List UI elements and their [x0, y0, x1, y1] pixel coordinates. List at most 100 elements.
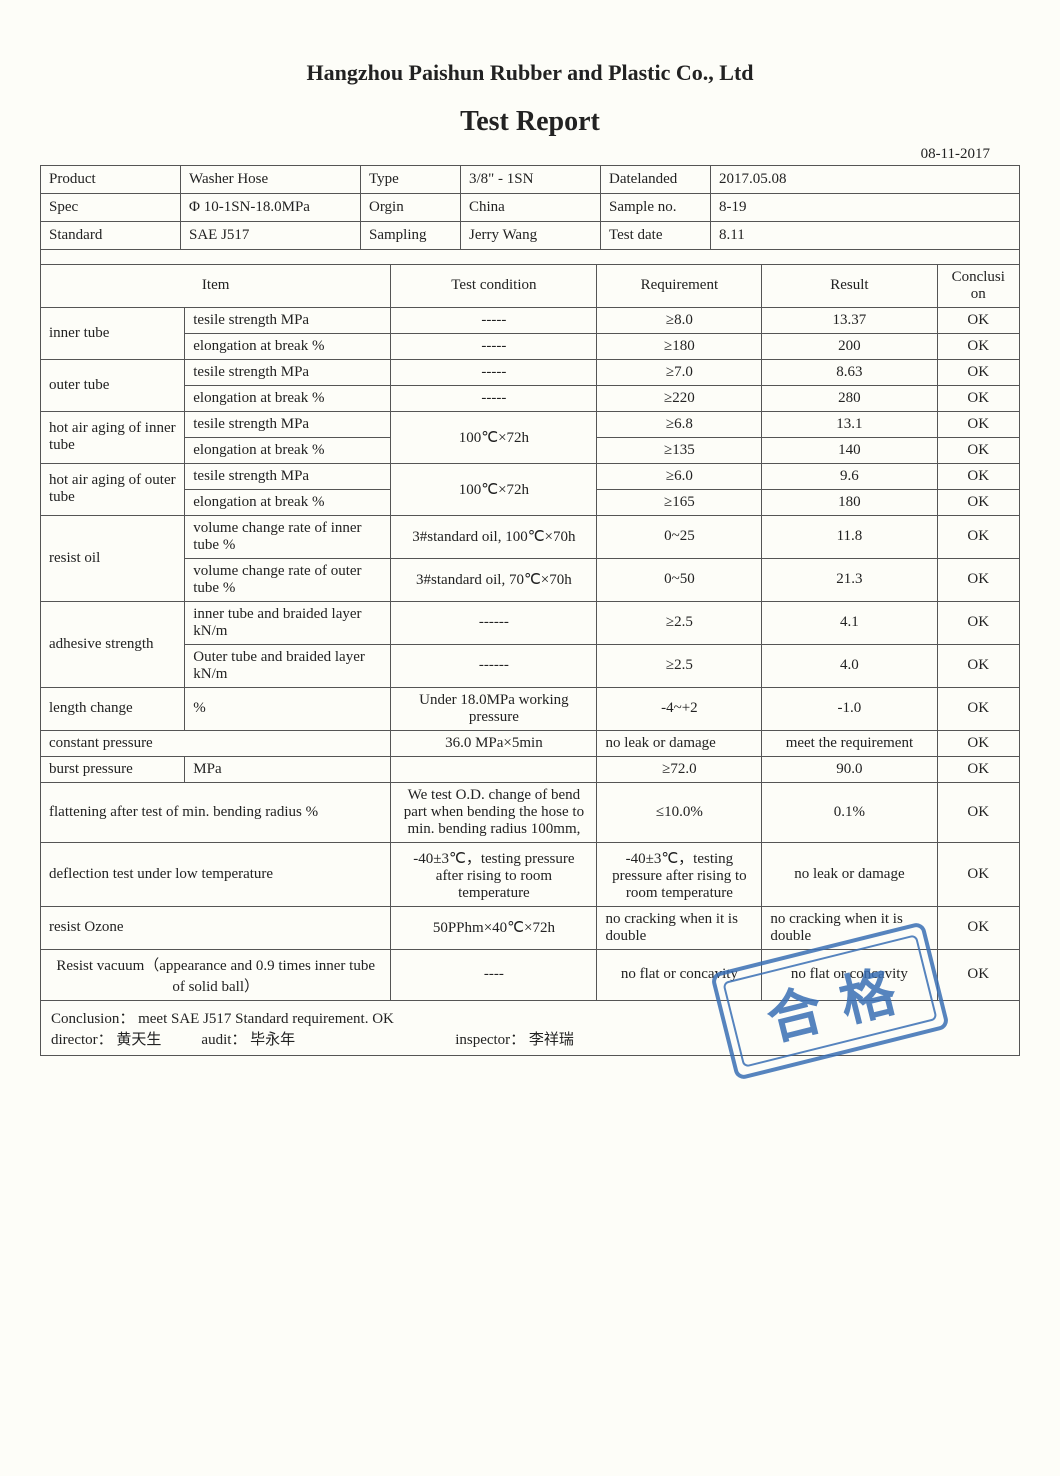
cell: 13.1	[762, 411, 937, 437]
cell	[391, 756, 597, 782]
cell: -----	[391, 307, 597, 333]
cell: -1.0	[762, 687, 937, 730]
group-constant-pressure: constant pressure	[41, 730, 391, 756]
cell: 9.6	[762, 463, 937, 489]
value-standard: SAE J517	[181, 222, 361, 250]
cell: OK	[937, 601, 1019, 644]
cell: -----	[391, 385, 597, 411]
cell: We test O.D. change of bend part when be…	[391, 782, 597, 842]
cell: 180	[762, 489, 937, 515]
cell: tesile strength MPa	[185, 359, 391, 385]
cell: 3#standard oil, 70℃×70h	[391, 558, 597, 601]
inspector-name: 李祥瑞	[529, 1032, 574, 1048]
audit-name: 毕永年	[250, 1032, 295, 1048]
director-name: 黄天生	[116, 1032, 161, 1048]
col-res: Result	[762, 264, 937, 307]
cell: ------	[391, 601, 597, 644]
col-req: Requirement	[597, 264, 762, 307]
cell: inner tube and braided layer kN/m	[185, 601, 391, 644]
cell: MPa	[185, 756, 391, 782]
cell: 280	[762, 385, 937, 411]
cell: %	[185, 687, 391, 730]
company-name: Hangzhou Paishun Rubber and Plastic Co.,…	[40, 60, 1020, 86]
value-sampling: Jerry Wang	[461, 222, 601, 250]
label-testdate: Test date	[601, 222, 711, 250]
cell: ≥8.0	[597, 307, 762, 333]
cell: OK	[937, 437, 1019, 463]
label-standard: Standard	[41, 222, 181, 250]
cell: volume change rate of inner tube %	[185, 515, 391, 558]
cell: 200	[762, 333, 937, 359]
value-spec: Φ 10-1SN-18.0MPa	[181, 194, 361, 222]
label-type: Type	[361, 166, 461, 194]
cell: OK	[937, 359, 1019, 385]
group-resist-oil: resist oil	[41, 515, 185, 601]
cell: OK	[937, 949, 1019, 1000]
cell: OK	[937, 385, 1019, 411]
group-flattening: flattening after test of min. bending ra…	[41, 782, 391, 842]
cell: 0~50	[597, 558, 762, 601]
value-orgin: China	[461, 194, 601, 222]
cell: OK	[937, 842, 1019, 906]
group-adhesive: adhesive strength	[41, 601, 185, 687]
cell: ≥6.0	[597, 463, 762, 489]
results-table: Item Test condition Requirement Result C…	[40, 264, 1020, 1001]
cell: ≥7.0	[597, 359, 762, 385]
cell: OK	[937, 558, 1019, 601]
cell: no flat or concavity	[597, 949, 762, 1000]
cell: -40±3℃，testing pressure after rising to …	[391, 842, 597, 906]
cell: elongation at break %	[185, 489, 391, 515]
cell: 4.1	[762, 601, 937, 644]
header-table: Product Washer Hose Type 3/8" - 1SN Date…	[40, 165, 1020, 264]
group-vacuum: Resist vacuum（appearance and 0.9 times i…	[41, 949, 391, 1000]
cell: OK	[937, 782, 1019, 842]
cell: 140	[762, 437, 937, 463]
cell: -40±3℃，testing pressure after rising to …	[597, 842, 762, 906]
cell: Outer tube and braided layer kN/m	[185, 644, 391, 687]
top-date: 08-11-2017	[40, 146, 1020, 163]
cell: ≥165	[597, 489, 762, 515]
cell: -----	[391, 333, 597, 359]
group-hotair-outer: hot air aging of outer tube	[41, 463, 185, 515]
inspector-label: inspector：	[455, 1032, 525, 1048]
cell: OK	[937, 489, 1019, 515]
cell: ≤10.0%	[597, 782, 762, 842]
cell: -4~+2	[597, 687, 762, 730]
label-sampleno: Sample no.	[601, 194, 711, 222]
cell: OK	[937, 730, 1019, 756]
group-length-change: length change	[41, 687, 185, 730]
value-datelanded: 2017.05.08	[711, 166, 1020, 194]
group-outer-tube: outer tube	[41, 359, 185, 411]
conclusion-text: meet SAE J517 Standard requirement. OK	[138, 1011, 394, 1027]
cell: ≥6.8	[597, 411, 762, 437]
cell: volume change rate of outer tube %	[185, 558, 391, 601]
group-ozone: resist Ozone	[41, 906, 391, 949]
cell: tesile strength MPa	[185, 463, 391, 489]
col-cond: Test condition	[391, 264, 597, 307]
director-label: director：	[51, 1032, 113, 1048]
cell: no leak or damage	[762, 842, 937, 906]
cell: no cracking when it is double	[762, 906, 937, 949]
cell: OK	[937, 756, 1019, 782]
cell: 11.8	[762, 515, 937, 558]
label-datelanded: Datelanded	[601, 166, 711, 194]
cell: elongation at break %	[185, 437, 391, 463]
cell: ≥135	[597, 437, 762, 463]
cell: OK	[937, 644, 1019, 687]
cell: OK	[937, 463, 1019, 489]
cell: no flat or concavity	[762, 949, 937, 1000]
cell: ≥180	[597, 333, 762, 359]
cell: OK	[937, 687, 1019, 730]
cell: OK	[937, 333, 1019, 359]
value-testdate: 8.11	[711, 222, 1020, 250]
group-deflection: deflection test under low temperature	[41, 842, 391, 906]
col-con: Conclusi on	[937, 264, 1019, 307]
group-inner-tube: inner tube	[41, 307, 185, 359]
cell: meet the requirement	[762, 730, 937, 756]
cell: 3#standard oil, 100℃×70h	[391, 515, 597, 558]
cell: tesile strength MPa	[185, 411, 391, 437]
value-sampleno: 8-19	[711, 194, 1020, 222]
cell: OK	[937, 515, 1019, 558]
cell: ------	[391, 644, 597, 687]
cell: 21.3	[762, 558, 937, 601]
